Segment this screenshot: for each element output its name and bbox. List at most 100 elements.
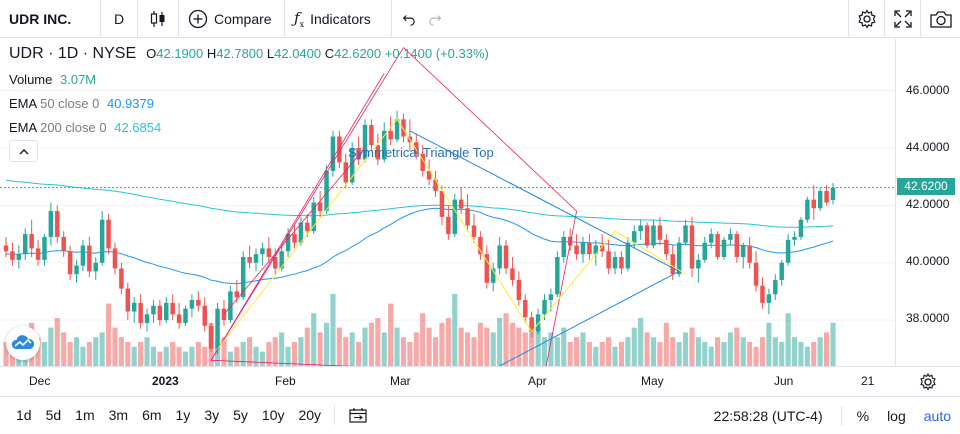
candle-body bbox=[728, 234, 733, 240]
candle-body bbox=[67, 251, 73, 275]
range-5d-button[interactable]: 5d bbox=[45, 407, 62, 423]
candle-body bbox=[625, 242, 631, 269]
auto-scale-button[interactable]: auto bbox=[923, 407, 951, 424]
volume-legend[interactable]: Volume 3.07M bbox=[9, 72, 96, 87]
volume-bar bbox=[202, 346, 208, 366]
ema50-legend[interactable]: EMA 50 close 0 40.9379 bbox=[9, 96, 154, 111]
calendar-range-icon[interactable] bbox=[349, 407, 367, 423]
volume-bar bbox=[227, 351, 233, 366]
range-20y-button[interactable]: 20y bbox=[298, 407, 322, 423]
fullscreen-icon bbox=[893, 10, 912, 28]
volume-bar bbox=[356, 342, 362, 366]
candle-body bbox=[202, 305, 207, 326]
percent-scale-button[interactable]: % bbox=[856, 407, 870, 424]
candle-body bbox=[465, 208, 470, 226]
log-scale-button[interactable]: log bbox=[887, 407, 906, 424]
candle-body bbox=[196, 300, 201, 306]
volume-bar bbox=[349, 332, 355, 366]
zigzag-line bbox=[217, 118, 686, 350]
range-1d-button[interactable]: 1d bbox=[16, 407, 32, 423]
volume-bar bbox=[503, 313, 509, 366]
candle-body bbox=[292, 234, 297, 243]
time-tick: Dec bbox=[29, 374, 51, 388]
axis-settings-icon[interactable] bbox=[918, 372, 938, 392]
range-10y-button[interactable]: 10y bbox=[261, 407, 285, 423]
volume-bar bbox=[817, 337, 823, 366]
volume-bar bbox=[618, 342, 625, 366]
chart-pane[interactable]: Symmetrical Triangle Top bbox=[0, 39, 895, 366]
redo-icon[interactable] bbox=[429, 12, 443, 26]
chart-type-button[interactable] bbox=[138, 0, 179, 38]
screenshot-button[interactable] bbox=[920, 0, 960, 38]
tradingview-logo[interactable] bbox=[6, 326, 40, 360]
volume-bar bbox=[394, 327, 400, 366]
clock[interactable]: 22:58:28 (UTC-4) bbox=[713, 407, 823, 424]
candle-body bbox=[497, 245, 502, 269]
range-3m-button[interactable]: 3m bbox=[108, 407, 129, 423]
candle-body bbox=[580, 242, 586, 255]
range-6m-button[interactable]: 6m bbox=[142, 407, 162, 423]
indicators-button[interactable]: ƒx Indicators bbox=[285, 0, 392, 38]
candle-body bbox=[119, 268, 124, 289]
price-axis[interactable]: 46.0000 44.0000 42.0000 40.0000 38.0000 … bbox=[895, 39, 960, 366]
candle-body bbox=[388, 130, 393, 140]
price-tick: 40.0000 bbox=[906, 254, 950, 268]
close-label: C bbox=[324, 46, 335, 61]
candle-body bbox=[61, 236, 66, 252]
candle-body bbox=[587, 242, 592, 255]
volume-bar bbox=[708, 346, 714, 366]
volume-bar bbox=[465, 332, 471, 366]
range-1y-button[interactable]: 1y bbox=[175, 407, 191, 423]
time-tick: Mar bbox=[390, 374, 411, 388]
time-tick: 2023 bbox=[152, 374, 179, 388]
volume-bar bbox=[695, 337, 701, 366]
candle-body bbox=[93, 262, 98, 272]
volume-bar bbox=[779, 342, 785, 366]
candle-body bbox=[478, 236, 483, 255]
candle-body bbox=[381, 130, 387, 160]
candle-body bbox=[305, 222, 310, 232]
low-value: 42.0400 bbox=[274, 46, 322, 61]
range-5y-button[interactable]: 5y bbox=[233, 407, 248, 423]
settings-button[interactable] bbox=[848, 0, 884, 38]
candle-body bbox=[516, 279, 522, 301]
range-1m-button[interactable]: 1m bbox=[75, 407, 95, 423]
undo-icon[interactable] bbox=[401, 12, 415, 26]
ema50-label: EMA bbox=[9, 96, 37, 111]
volume-bar bbox=[61, 332, 67, 366]
candle-body bbox=[112, 248, 118, 269]
time-axis[interactable]: Dec 2023 Feb Mar Apr May Jun 21 bbox=[0, 366, 960, 396]
symbol-search-button[interactable]: UDR INC. bbox=[0, 0, 101, 38]
volume-bar bbox=[740, 337, 746, 366]
candle-body bbox=[830, 187, 836, 200]
legend: UDR · 1D · NYSE O42.1900 H42.7800 L42.04… bbox=[9, 45, 489, 63]
divider bbox=[334, 405, 336, 425]
candle-body bbox=[606, 251, 611, 269]
volume-bar bbox=[804, 346, 810, 366]
candle-body bbox=[779, 262, 784, 280]
candle-body bbox=[55, 211, 60, 237]
volume-bar bbox=[811, 342, 817, 366]
fullscreen-button[interactable] bbox=[884, 0, 920, 38]
candle-body bbox=[542, 300, 547, 315]
candle-body bbox=[260, 248, 265, 255]
price-chart[interactable]: Symmetrical Triangle Top bbox=[0, 39, 895, 366]
range-3y-button[interactable]: 3y bbox=[204, 407, 220, 423]
candle-body bbox=[394, 119, 400, 140]
settings-icon bbox=[857, 9, 876, 29]
ema200-legend[interactable]: EMA 200 close 0 42.6854 bbox=[9, 120, 161, 135]
interval-button[interactable]: D bbox=[101, 0, 138, 38]
volume-bar bbox=[548, 332, 554, 366]
candle-body bbox=[471, 225, 477, 237]
candle-body bbox=[683, 225, 688, 243]
volume-bar bbox=[490, 332, 496, 366]
compare-button[interactable]: Compare bbox=[179, 0, 285, 38]
candle-body bbox=[632, 231, 637, 243]
legend-collapse-button[interactable] bbox=[9, 140, 38, 162]
candle-body bbox=[285, 234, 291, 252]
volume-bar bbox=[221, 337, 227, 366]
volume-bar bbox=[291, 342, 298, 366]
candle-body bbox=[317, 202, 323, 212]
legend-title[interactable]: UDR · 1D · NYSE bbox=[9, 45, 137, 62]
candle-body bbox=[42, 236, 47, 260]
